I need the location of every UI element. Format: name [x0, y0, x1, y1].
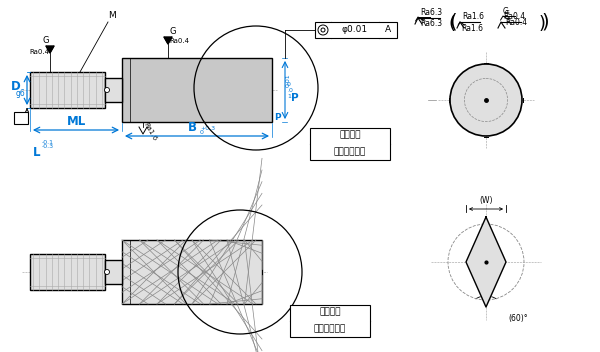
- Text: Ra0.4: Ra0.4: [503, 12, 525, 21]
- Circle shape: [104, 88, 110, 93]
- Text: (: (: [449, 13, 457, 31]
- Text: Ra6.3: Ra6.3: [420, 19, 442, 28]
- Text: B: B: [187, 121, 197, 134]
- Polygon shape: [164, 37, 172, 44]
- Bar: [290, 305, 370, 337]
- Circle shape: [450, 64, 522, 136]
- Text: P: P: [274, 113, 281, 121]
- Text: Ra0.4: Ra0.4: [169, 38, 189, 44]
- Text: +0.3: +0.3: [200, 126, 215, 131]
- Text: (W): (W): [479, 196, 493, 205]
- Text: A: A: [18, 113, 24, 122]
- Bar: [105, 78, 122, 102]
- Text: Ra0.4: Ra0.4: [505, 18, 527, 27]
- Text: ): ): [539, 15, 545, 33]
- Text: ): ): [541, 13, 549, 31]
- Text: -0.3: -0.3: [42, 144, 54, 149]
- Bar: [122, 58, 272, 122]
- Bar: [30, 254, 105, 290]
- Circle shape: [104, 270, 110, 275]
- Polygon shape: [46, 46, 54, 53]
- Text: L: L: [33, 146, 41, 159]
- Text: ML: ML: [67, 115, 86, 128]
- Bar: [315, 22, 397, 38]
- Bar: [105, 260, 122, 284]
- Text: 右図より選択: 右図より選択: [314, 325, 346, 333]
- Text: G: G: [169, 27, 176, 36]
- Text: φ0.01: φ0.01: [342, 25, 368, 34]
- Text: 0: 0: [287, 82, 291, 87]
- Text: G: G: [505, 10, 510, 15]
- Bar: [30, 72, 105, 108]
- Text: Ra1.6: Ra1.6: [462, 12, 484, 21]
- Text: P: P: [291, 93, 299, 103]
- Text: .0: .0: [287, 88, 293, 93]
- Text: G: G: [43, 36, 49, 45]
- Text: (: (: [449, 15, 455, 33]
- Text: Ra1.6: Ra1.6: [461, 24, 484, 33]
- Text: Ra1.6: Ra1.6: [143, 121, 158, 142]
- Text: 右図より選択: 右図より選択: [334, 147, 366, 157]
- Bar: [310, 128, 390, 160]
- Text: G: G: [503, 7, 509, 16]
- Text: Ra0.4: Ra0.4: [29, 49, 49, 55]
- Text: A: A: [385, 25, 391, 34]
- Text: Ra6.3: Ra6.3: [420, 8, 442, 17]
- Text: 先端形状: 先端形状: [319, 308, 341, 316]
- Text: 0: 0: [200, 130, 204, 135]
- Text: (60)°: (60)°: [508, 314, 527, 323]
- Text: 0.01: 0.01: [286, 73, 291, 87]
- Text: D: D: [11, 81, 21, 94]
- Text: -0.1: -0.1: [42, 140, 54, 145]
- Text: 1: 1: [287, 94, 291, 99]
- Text: M: M: [108, 12, 116, 20]
- Text: 先端形状: 先端形状: [339, 131, 361, 139]
- FancyBboxPatch shape: [14, 112, 28, 124]
- Text: g6: g6: [16, 89, 26, 99]
- Polygon shape: [466, 217, 506, 307]
- Bar: [122, 240, 262, 304]
